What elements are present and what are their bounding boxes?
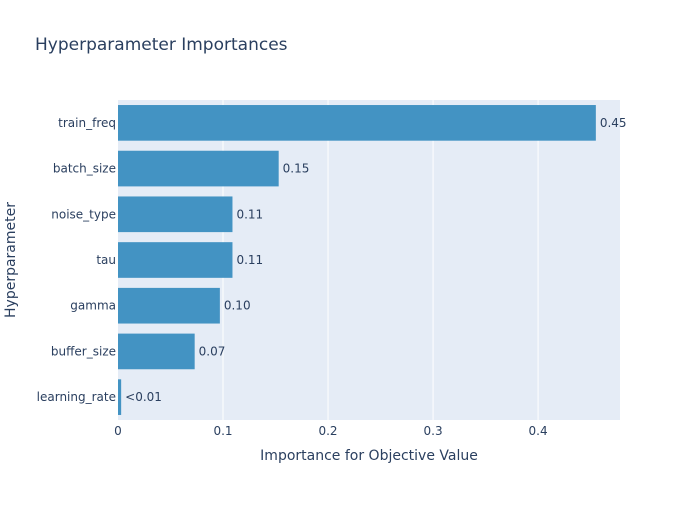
bar-value-label: 0.15 <box>283 162 310 176</box>
x-tick-label: 0 <box>114 424 122 438</box>
bar-value-label: 0.07 <box>199 344 226 358</box>
bars <box>118 105 596 415</box>
data-labels: 0.45 0.15 0.11 0.11 0.10 0.07 <0.01 <box>125 116 626 404</box>
bar <box>118 242 233 278</box>
bar-value-label: 0.10 <box>224 299 251 313</box>
y-tick-label: tau <box>96 253 116 267</box>
bar <box>118 105 596 141</box>
chart-title: Hyperparameter Importances <box>35 35 288 55</box>
y-tick-label: batch_size <box>53 162 116 176</box>
x-axis-ticks: 0 0.1 0.2 0.3 0.4 <box>114 424 547 438</box>
bar <box>118 287 220 324</box>
bar-value-label: <0.01 <box>125 390 162 404</box>
x-axis-title: Importance for Objective Value <box>260 448 478 464</box>
bar-value-label: 0.11 <box>236 207 263 221</box>
y-tick-label: buffer_size <box>51 344 116 358</box>
y-tick-label: noise_type <box>51 207 116 221</box>
y-tick-label: train_freq <box>58 116 116 130</box>
bar-value-label: 0.11 <box>236 253 263 267</box>
bar <box>118 196 233 233</box>
bar <box>118 379 122 415</box>
bar <box>118 333 195 370</box>
y-axis-title: Hyperparameter <box>3 202 19 318</box>
x-tick-label: 0.2 <box>318 424 337 438</box>
y-tick-label: learning_rate <box>37 390 116 404</box>
x-tick-label: 0.1 <box>213 424 232 438</box>
x-tick-label: 0.3 <box>424 424 443 438</box>
x-tick-label: 0.4 <box>529 424 548 438</box>
bar-value-label: 0.45 <box>600 116 627 130</box>
bar <box>118 150 279 187</box>
y-tick-label: gamma <box>70 299 116 313</box>
